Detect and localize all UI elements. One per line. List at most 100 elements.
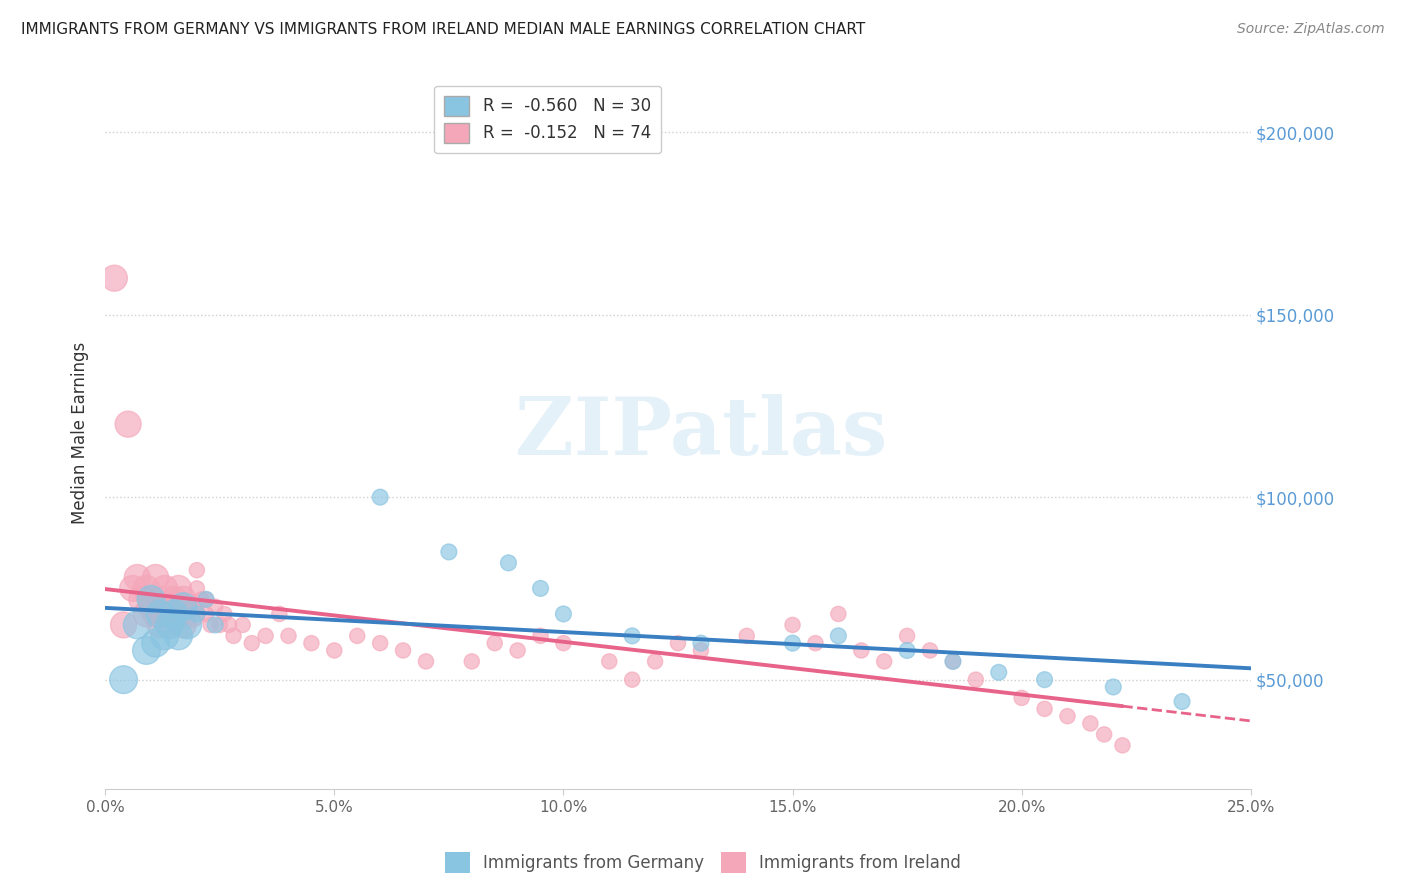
Point [190, 592, 212, 607]
Text: ZIPatlas: ZIPatlas [515, 394, 887, 472]
Point [851, 643, 873, 657]
Point [873, 654, 896, 668]
Point [153, 629, 176, 643]
Point [222, 629, 245, 643]
Point [181, 607, 204, 621]
Point [942, 654, 965, 668]
Point [690, 636, 713, 650]
Point [666, 636, 689, 650]
Point [117, 417, 139, 432]
Point [484, 636, 506, 650]
Point [987, 665, 1010, 680]
Point [167, 582, 190, 596]
Point [131, 592, 153, 607]
Point [506, 643, 529, 657]
Point [368, 636, 391, 650]
Point [103, 271, 125, 285]
Point [208, 618, 231, 632]
Point [621, 673, 644, 687]
Point [195, 592, 218, 607]
Point [204, 618, 226, 632]
Point [735, 629, 758, 643]
Point [1102, 680, 1125, 694]
Point [1056, 709, 1078, 723]
Point [346, 629, 368, 643]
Point [186, 607, 208, 621]
Point [153, 607, 176, 621]
Point [186, 582, 208, 596]
Point [135, 643, 157, 657]
Point [1111, 739, 1133, 753]
Point [232, 618, 254, 632]
Point [896, 629, 918, 643]
Point [135, 607, 157, 621]
Point [139, 592, 162, 607]
Point [127, 570, 149, 584]
Point [172, 599, 194, 614]
Point [218, 618, 240, 632]
Point [176, 618, 198, 632]
Point [804, 636, 827, 650]
Point [157, 599, 180, 614]
Point [195, 592, 218, 607]
Point [827, 629, 849, 643]
Point [127, 618, 149, 632]
Point [112, 673, 135, 687]
Point [368, 490, 391, 504]
Legend: R =  -0.560   N = 30, R =  -0.152   N = 74: R = -0.560 N = 30, R = -0.152 N = 74 [434, 86, 661, 153]
Point [163, 607, 186, 621]
Point [157, 618, 180, 632]
Point [392, 643, 415, 657]
Point [145, 636, 167, 650]
Point [200, 618, 222, 632]
Point [269, 607, 291, 621]
Point [782, 618, 804, 632]
Point [323, 643, 346, 657]
Point [172, 618, 194, 632]
Point [896, 643, 918, 657]
Point [135, 582, 157, 596]
Point [204, 599, 226, 614]
Point [167, 629, 190, 643]
Point [149, 607, 172, 621]
Point [153, 582, 176, 596]
Point [176, 599, 198, 614]
Point [529, 629, 551, 643]
Text: Source: ZipAtlas.com: Source: ZipAtlas.com [1237, 22, 1385, 37]
Point [553, 607, 575, 621]
Point [195, 607, 218, 621]
Point [437, 545, 460, 559]
Point [149, 618, 172, 632]
Point [172, 592, 194, 607]
Point [461, 654, 484, 668]
Point [1033, 702, 1056, 716]
Point [163, 607, 186, 621]
Point [254, 629, 277, 643]
Point [145, 607, 167, 621]
Point [240, 636, 263, 650]
Point [277, 629, 299, 643]
Point [1011, 690, 1033, 705]
Point [553, 636, 575, 650]
Point [942, 654, 965, 668]
Point [621, 629, 644, 643]
Point [1033, 673, 1056, 687]
Text: IMMIGRANTS FROM GERMANY VS IMMIGRANTS FROM IRELAND MEDIAN MALE EARNINGS CORRELAT: IMMIGRANTS FROM GERMANY VS IMMIGRANTS FR… [21, 22, 865, 37]
Point [690, 643, 713, 657]
Point [145, 570, 167, 584]
Point [918, 643, 941, 657]
Legend: Immigrants from Germany, Immigrants from Ireland: Immigrants from Germany, Immigrants from… [439, 846, 967, 880]
Point [163, 592, 186, 607]
Point [965, 673, 987, 687]
Point [121, 582, 143, 596]
Point [299, 636, 322, 650]
Point [1080, 716, 1102, 731]
Point [139, 592, 162, 607]
Point [415, 654, 437, 668]
Point [157, 618, 180, 632]
Point [214, 607, 236, 621]
Point [1092, 727, 1115, 741]
Point [112, 618, 135, 632]
Point [139, 599, 162, 614]
Point [529, 582, 551, 596]
